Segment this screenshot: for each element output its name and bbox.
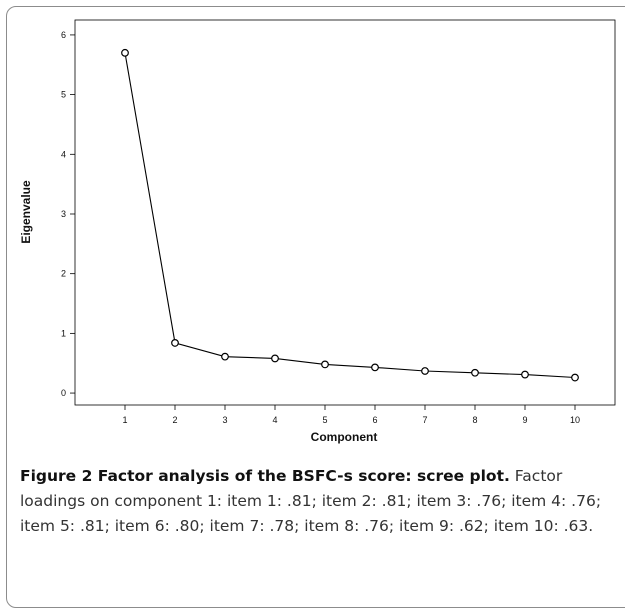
y-tick-label: 4 (61, 149, 66, 159)
x-tick-label: 3 (222, 415, 227, 425)
y-axis: 0 1 2 3 4 5 6 (61, 30, 75, 398)
x-tick-label: 5 (322, 415, 327, 425)
data-point (521, 370, 529, 379)
data-points (121, 48, 579, 382)
x-tick-label: 1 (122, 415, 127, 425)
caption-title: Figure 2 Factor analysis of the BSFC-s s… (20, 467, 510, 485)
data-point (171, 339, 179, 347)
x-axis: 1 2 3 4 5 6 7 8 9 10 (122, 405, 580, 425)
y-tick-label: 3 (61, 209, 66, 219)
series-line (124, 52, 576, 379)
x-tick-label: 10 (570, 415, 580, 425)
x-tick-label: 8 (472, 415, 477, 425)
scree-plot-chart: 0 1 2 3 4 5 6 1 2 3 4 5 6 7 8 9 10 Component Eigenvalue (19, 19, 616, 444)
x-axis-title: Component (311, 430, 378, 444)
x-tick-label: 7 (422, 415, 427, 425)
x-tick-label: 6 (372, 415, 377, 425)
data-point (221, 352, 229, 361)
x-tick-label: 2 (172, 415, 177, 425)
y-tick-label: 2 (61, 269, 66, 279)
data-point (421, 367, 429, 375)
caption-body: Factor loadings on component 1: item 1: … (20, 467, 602, 535)
data-point (571, 373, 579, 382)
figure-caption: Figure 2 Factor analysis of the BSFC-s s… (20, 464, 618, 539)
plot-area (74, 19, 616, 406)
data-point (471, 368, 479, 377)
y-tick-label: 0 (61, 388, 66, 398)
x-tick-label: 9 (522, 415, 527, 425)
y-tick-label: 6 (61, 30, 66, 40)
y-tick-label: 1 (61, 328, 66, 338)
data-point (321, 360, 329, 369)
y-tick-label: 5 (61, 90, 66, 100)
data-point (371, 363, 379, 372)
y-axis-title: Eigenvalue (19, 180, 33, 244)
figure-frame (6, 6, 625, 608)
data-point (271, 354, 279, 363)
data-point (121, 48, 129, 57)
x-tick-label: 4 (272, 415, 277, 425)
